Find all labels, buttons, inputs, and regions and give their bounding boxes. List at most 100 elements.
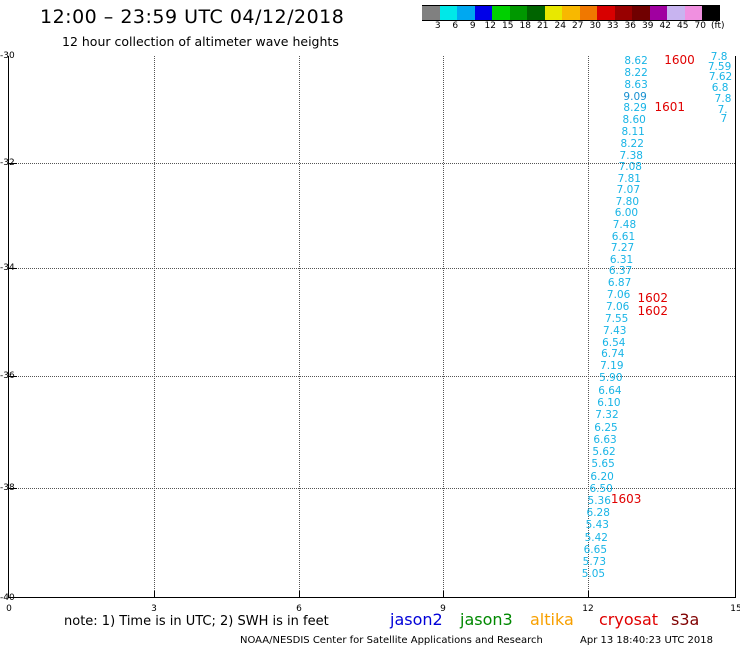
swh-observation: 7.62 [708, 71, 733, 84]
colorbar-swatch [562, 6, 580, 20]
map-plot-area: -30 -32 -34 -36 -38 -40 0 3 6 9 12 15 8.62 8.22 8.63 9.… [0, 51, 740, 614]
swh-observation: 8.11 [621, 125, 645, 138]
track-time-label: 1602 [637, 290, 669, 305]
swh-observation: 6.28 [586, 507, 610, 520]
x-tick-label: 0 [6, 604, 12, 614]
x-tick-label: 15 [730, 604, 740, 614]
swh-observation: 8.62 [624, 55, 648, 68]
colorbar-tick-label: (ft) [710, 21, 725, 31]
latitude-gridline [9, 488, 735, 489]
y-tick-mark [9, 268, 17, 269]
swh-observation: 7.27 [610, 242, 635, 255]
x-tick-label: 9 [440, 604, 446, 614]
colorbar-tick-label: 6 [452, 21, 459, 31]
swh-observation: 5.90 [599, 372, 623, 385]
credit-line: NOAA/NESDIS Center for Satellite Applica… [240, 635, 543, 646]
colorbar-tick-label: 30 [589, 21, 601, 31]
legend-cryosat: cryosat [599, 610, 659, 629]
map-title: 12:00 – 23:59 UTC 04/12/2018 [40, 6, 345, 28]
latitude-gridline [9, 163, 735, 164]
colorbar-swatch [527, 6, 545, 20]
swh-observation: 5.05 [581, 567, 606, 580]
swh-observation: 7.06 [606, 289, 631, 301]
swh-observation: 7.08 [618, 161, 642, 174]
time-gridline [299, 56, 300, 597]
y-tick-label: -38 [0, 483, 15, 493]
colorbar-tick-label: 39 [642, 21, 654, 31]
swh-observation: 5.42 [584, 531, 608, 544]
colorbar-swatch [684, 6, 702, 20]
colorbar-swatch [422, 6, 440, 20]
swh-observation: 7.8 [710, 51, 728, 64]
colorbar-tick-label: 3 [434, 21, 441, 31]
swh-observation: 7. [717, 103, 728, 116]
colorbar-swatch [632, 6, 650, 20]
swh-observation: 9.09 [623, 90, 647, 103]
colorbar-tick-label: 36 [624, 21, 636, 31]
y-tick-mark [9, 488, 17, 489]
swh-observation: 6.8 [711, 82, 729, 95]
colorbar-swatch [614, 6, 632, 20]
track-time-label: 1600 [664, 53, 695, 68]
swh-observation: 6.54 [602, 336, 626, 349]
swh-observation: 5.62 [592, 446, 616, 459]
swh-observation: 6.20 [590, 470, 614, 483]
swh-observation: 6.64 [598, 384, 622, 397]
swh-observation: 7.07 [616, 184, 641, 197]
swh-observation: 7.55 [604, 312, 629, 325]
colorbar-tick-label: 21 [537, 21, 549, 31]
swh-observation: 6.63 [593, 433, 617, 446]
colorbar-swatch [544, 6, 562, 20]
colorbar-swatch [667, 6, 685, 20]
colorbar-tick-label: 12 [484, 21, 496, 31]
x-tick-label: 6 [296, 604, 302, 614]
colorbar-swatch [649, 6, 667, 20]
wave-height-colorbar [422, 5, 720, 21]
swh-observation: 6.50 [589, 483, 613, 496]
y-tick-label: -40 [0, 593, 15, 603]
colorbar-tick-label: 24 [554, 21, 566, 31]
swh-observation: 8.63 [624, 78, 648, 91]
colorbar-tick-label: 18 [519, 21, 531, 31]
colorbar-tick-label: 70 [694, 21, 706, 31]
legend-altika: altika [530, 610, 574, 629]
time-gridline [443, 56, 444, 597]
legend-s3a: s3a [671, 610, 700, 629]
swh-observation: 8.22 [620, 137, 644, 150]
swh-observation: 6.74 [601, 348, 625, 361]
y-tick-label: -30 [0, 51, 15, 61]
x-tick-mark [299, 591, 300, 597]
colorbar-swatch [597, 6, 615, 20]
colorbar-tick-label: 15 [502, 21, 514, 31]
swh-observation: 7.81 [617, 172, 641, 185]
latitude-gridline [9, 376, 735, 377]
swh-observation: 7.19 [600, 360, 624, 373]
track-time-label: 1601 [654, 100, 686, 115]
colorbar-swatch [439, 6, 457, 20]
y-tick-label: -32 [0, 158, 15, 168]
units-note: note: 1) Time is in UTC; 2) SWH is in fe… [64, 614, 329, 629]
swh-observation: 6.87 [607, 277, 632, 290]
map-subtitle: 12 hour collection of altimeter wave hei… [62, 34, 339, 49]
swh-observation: 5.73 [582, 555, 607, 568]
legend-jason2: jason2 [390, 610, 443, 629]
swh-observation: 6.65 [583, 543, 608, 556]
y-tick-label: -34 [0, 263, 15, 273]
track-time-label: 1603 [610, 492, 642, 506]
swh-observation: 5.65 [591, 458, 615, 471]
x-tick-label: 3 [151, 604, 157, 614]
x-tick-mark [443, 591, 444, 597]
colorbar-swatch [474, 6, 492, 20]
colorbar-swatch [579, 6, 597, 20]
y-tick-mark [9, 376, 17, 377]
swh-observation: 6.37 [608, 265, 633, 278]
legend-jason3: jason3 [460, 610, 513, 629]
swh-observation: 6.25 [594, 421, 618, 434]
colorbar-tick-label: 42 [659, 21, 671, 31]
colorbar-swatch [492, 6, 510, 20]
swh-observation: 8.60 [622, 114, 646, 127]
colorbar-tick-label: 27 [572, 21, 584, 31]
y-tick-mark [9, 163, 17, 164]
swh-observation: 7.80 [615, 195, 640, 208]
